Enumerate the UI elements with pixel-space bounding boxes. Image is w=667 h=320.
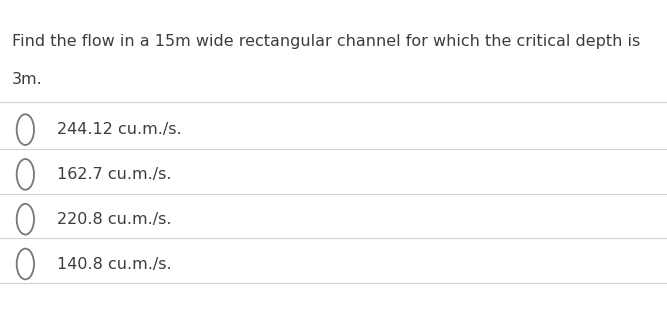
Text: 244.12 cu.m./s.: 244.12 cu.m./s. xyxy=(57,122,181,137)
Text: 162.7 cu.m./s.: 162.7 cu.m./s. xyxy=(57,167,171,182)
Text: 3m.: 3m. xyxy=(12,73,43,87)
Text: 140.8 cu.m./s.: 140.8 cu.m./s. xyxy=(57,257,171,271)
Text: Find the flow in a 15m wide rectangular channel for which the critical depth is: Find the flow in a 15m wide rectangular … xyxy=(12,34,640,49)
Text: 220.8 cu.m./s.: 220.8 cu.m./s. xyxy=(57,212,171,227)
